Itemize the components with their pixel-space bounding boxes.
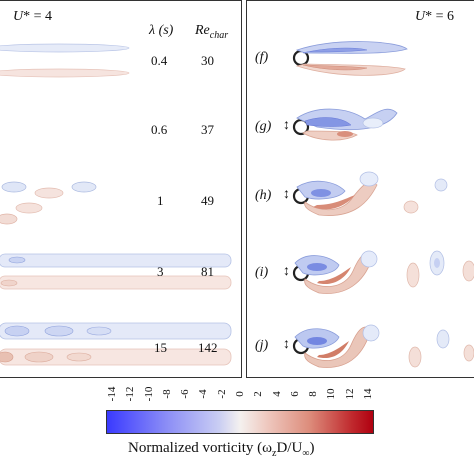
re-value: 30 (201, 53, 214, 68)
lambda-value: 15 (154, 340, 167, 355)
panel-label-f: (f) (255, 50, 269, 65)
colorbar-tick-label: 8 (307, 391, 320, 397)
re-header: Rechar (195, 23, 229, 41)
panel-label-h: (h) (255, 188, 272, 203)
colorbar-tick-label: 10 (325, 388, 338, 400)
panel-label-i: (i) (255, 265, 269, 280)
colorbar-tick-label: 14 (362, 388, 374, 400)
re-value: 49 (201, 193, 214, 208)
lambda-value: 1 (157, 193, 164, 208)
colorbar-tick-label: -12 (124, 386, 137, 402)
colorbar-tick-label: 6 (288, 391, 301, 397)
re-value: 142 (198, 340, 218, 355)
colorbar-tick-label: -14 (106, 386, 118, 402)
left-ustar-label: U* = 4 (13, 9, 53, 24)
lambda-value: 0.6 (151, 122, 168, 137)
colorbar-tick-label: 12 (343, 388, 356, 400)
colorbar-tick-label: -10 (142, 386, 155, 402)
left-panel: U* = 4 λ (s) Rechar 0.4 30 0.6 37 1 49 3… (0, 0, 242, 378)
re-value: 81 (201, 264, 214, 279)
colorbar-tick-label: 0 (234, 391, 246, 397)
lambda-header: λ (s) (149, 23, 174, 38)
colorbar-tick-label: -6 (179, 389, 192, 399)
lambda-value: 0.4 (151, 53, 168, 68)
oscillation-arrow-icon: ↕ (283, 187, 290, 202)
lambda-value: 3 (157, 264, 164, 279)
right-ustar-label: U* = 6 (415, 9, 455, 24)
left-vorticity-field (0, 43, 232, 366)
re-value: 37 (201, 122, 214, 137)
colorbar-tick-label: -8 (160, 389, 173, 399)
colorbar-tick-label: -4 (197, 389, 210, 399)
oscillation-arrow-icon: ↕ (283, 337, 290, 352)
colorbar: -14 -12 -10 -8 -6 -4 -2 0 2 4 6 8 10 12 14 Normalized … (106, 380, 376, 474)
colorbar-label: Normalized vorticity (ωzD/U∞) (128, 440, 315, 459)
panel-label-j: (j) (255, 338, 269, 353)
colorbar-tick-label: 4 (270, 391, 283, 397)
panel-label-g: (g) (255, 119, 272, 134)
colorbar-tick-label: 2 (252, 391, 265, 397)
oscillation-arrow-icon: ↕ (283, 264, 290, 279)
right-panel: U* = 6 (f) (g) ↕ (h) ↕ (i) ↕ (j) ↕ (246, 0, 474, 378)
right-vorticity-field (292, 41, 474, 368)
colorbar-tick-label: -2 (215, 389, 228, 399)
colorbar-gradient (106, 410, 374, 434)
oscillation-arrow-icon: ↕ (283, 118, 290, 133)
